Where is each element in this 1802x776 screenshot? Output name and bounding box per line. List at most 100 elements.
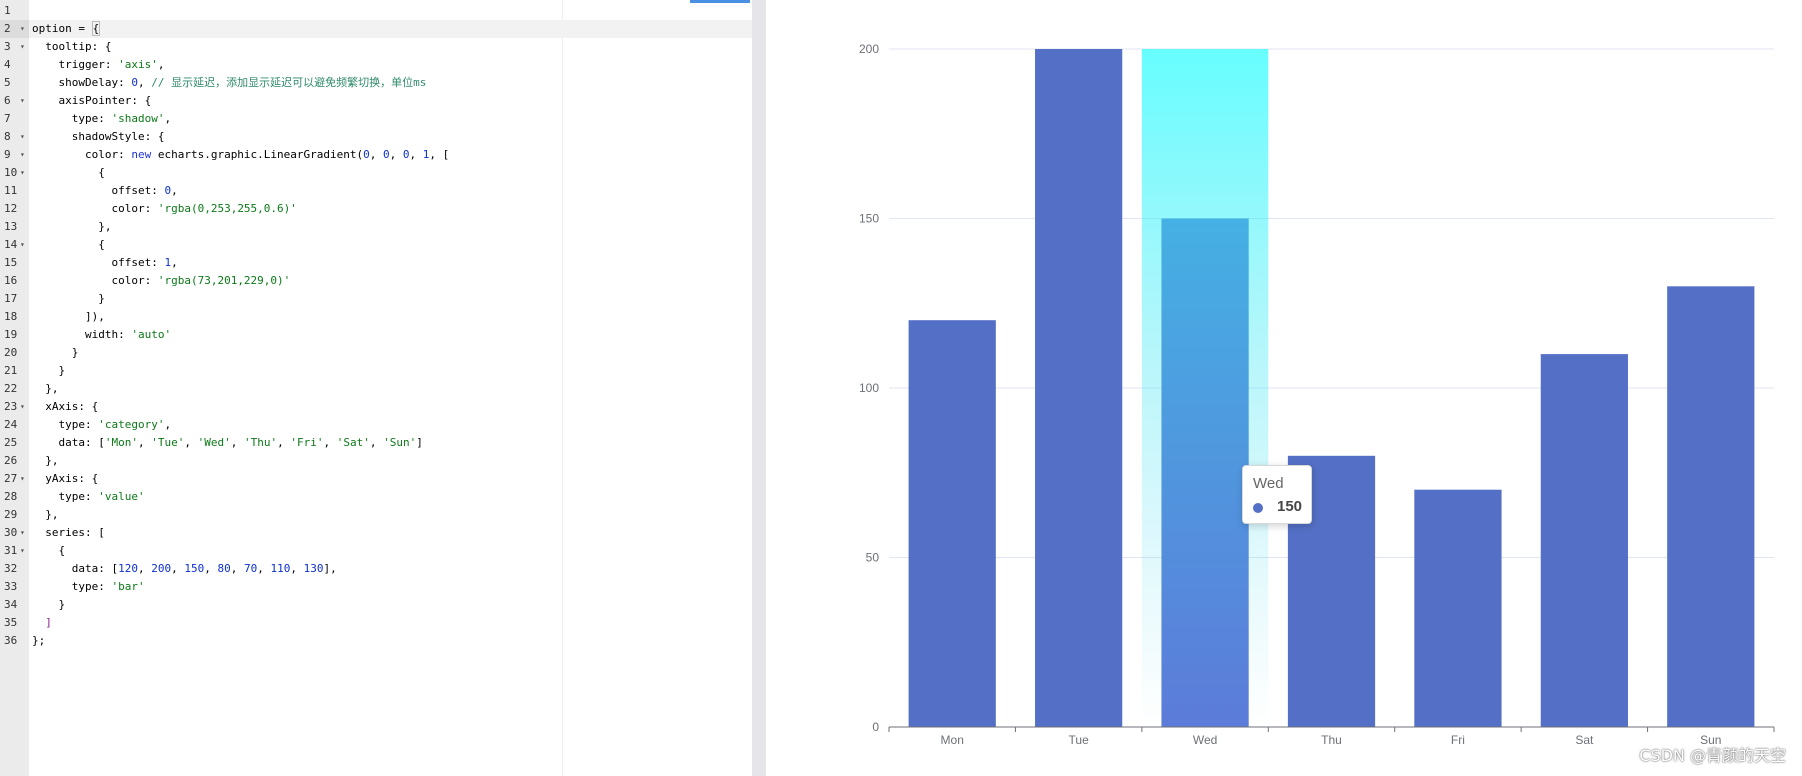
code-line[interactable]: 31 ▾ { [0, 542, 752, 560]
line-number: 33 [4, 580, 18, 593]
y-tick-label: 150 [859, 212, 879, 226]
code-token: }, [32, 220, 112, 233]
code-area[interactable]: 1 2 ▾ option = {3 ▾ tooltip: {4 trigger: 'ax… [0, 2, 752, 650]
code-line[interactable]: 18 ]), [0, 308, 752, 326]
line-number: 6 [4, 94, 11, 107]
line-number: 27 [4, 472, 18, 485]
line-number: 15 [4, 256, 18, 269]
line-number: 26 [4, 454, 18, 467]
code-line[interactable]: 23 ▾ xAxis: { [0, 398, 752, 416]
code-text: type: 'category', [32, 416, 171, 434]
fold-toggle-icon[interactable]: ▾ [20, 168, 25, 177]
code-line[interactable]: 15 offset: 1, [0, 254, 752, 272]
fold-toggle-icon[interactable]: ▾ [20, 546, 25, 555]
bar-sat[interactable] [1540, 354, 1628, 727]
code-line[interactable]: 34 } [0, 596, 752, 614]
code-line[interactable]: 4 trigger: 'axis', [0, 56, 752, 74]
bar-tue[interactable] [1035, 49, 1123, 727]
code-line[interactable]: 32 data: [120, 200, 150, 80, 70, 110, 13… [0, 560, 752, 578]
code-token: , [171, 562, 185, 575]
code-line[interactable]: 12 color: 'rgba(0,253,255,0.6)' [0, 200, 752, 218]
line-number: 16 [4, 274, 18, 287]
code-line[interactable]: 21 } [0, 362, 752, 380]
code-line[interactable]: 14 ▾ { [0, 236, 752, 254]
code-line[interactable]: 30 ▾ series: [ [0, 524, 752, 542]
code-text: ] [32, 614, 52, 632]
line-number: 1 [4, 4, 11, 17]
code-token: { [32, 166, 105, 179]
bar-mon[interactable] [908, 320, 996, 727]
code-line[interactable]: 17 } [0, 290, 752, 308]
code-line[interactable]: 5 showDelay: 0, // 显示延迟，添加显示延迟可以避免频繁切换，单… [0, 74, 752, 92]
code-line[interactable]: 35 ] [0, 614, 752, 632]
code-token: , [277, 436, 291, 449]
code-token: }, [32, 454, 59, 467]
code-editor[interactable]: 1 2 ▾ option = {3 ▾ tooltip: {4 trigger: 'ax… [0, 0, 752, 776]
code-token: 'category' [98, 418, 165, 431]
code-line[interactable]: 28 type: 'value' [0, 488, 752, 506]
code-token: , [171, 256, 178, 269]
code-line[interactable]: 25 data: ['Mon', 'Tue', 'Wed', 'Thu', 'F… [0, 434, 752, 452]
code-text: tooltip: { [32, 38, 111, 56]
code-line[interactable]: 9 ▾ color: new echarts.graphic.LinearGrad… [0, 146, 752, 164]
fold-toggle-icon[interactable]: ▾ [20, 24, 25, 33]
fold-toggle-icon[interactable]: ▾ [20, 528, 25, 537]
chart-preview[interactable]: 0 50 100 150 200 Mon Tue Wed Thu Fri Sat Sun [766, 0, 1802, 776]
code-text: }; [32, 632, 45, 650]
code-token: xAxis: { [32, 400, 99, 413]
code-token: 'axis' [118, 58, 158, 71]
code-line[interactable]: 20 } [0, 344, 752, 362]
code-text: } [32, 290, 105, 308]
code-token: 'rgba(0,253,255,0.6)' [157, 202, 297, 215]
code-token: , [184, 436, 198, 449]
code-token: yAxis: { [32, 472, 99, 485]
code-line[interactable]: 36}; [0, 632, 752, 650]
bar-chart[interactable]: 0 50 100 150 200 Mon Tue Wed Thu Fri Sat Sun [766, 0, 1802, 776]
code-text: showDelay: 0, // 显示延迟，添加显示延迟可以避免频繁切换，单位m… [32, 74, 426, 92]
fold-toggle-icon[interactable]: ▾ [20, 402, 25, 411]
code-token: 'rgba(73,201,229,0)' [157, 274, 291, 287]
code-text: } [32, 596, 65, 614]
code-line[interactable]: 29 }, [0, 506, 752, 524]
code-line[interactable]: 13 }, [0, 218, 752, 236]
code-text: } [32, 344, 79, 362]
fold-toggle-icon[interactable]: ▾ [20, 150, 25, 159]
code-token: 'Wed' [197, 436, 231, 449]
code-line[interactable]: 27 ▾ yAxis: { [0, 470, 752, 488]
code-text: shadowStyle: { [32, 128, 165, 146]
code-token: type: [32, 490, 99, 503]
bar-wed[interactable] [1161, 218, 1249, 728]
fold-toggle-icon[interactable]: ▾ [20, 240, 25, 249]
fold-toggle-icon[interactable]: ▾ [20, 96, 25, 105]
line-number: 17 [4, 292, 18, 305]
fold-toggle-icon[interactable]: ▾ [20, 474, 25, 483]
code-line[interactable]: 2 ▾ option = { [0, 20, 752, 38]
x-tick-label: Fri [1451, 733, 1465, 747]
code-token: , [257, 562, 271, 575]
code-line[interactable]: 3 ▾ tooltip: { [0, 38, 752, 56]
code-line[interactable]: 7 type: 'shadow', [0, 110, 752, 128]
pane-splitter[interactable] [752, 0, 766, 776]
code-line[interactable]: 8 ▾ shadowStyle: { [0, 128, 752, 146]
code-line[interactable]: 22 }, [0, 380, 752, 398]
code-token: ], [323, 562, 337, 575]
code-token: new [131, 148, 152, 161]
code-line[interactable]: 16 color: 'rgba(73,201,229,0)' [0, 272, 752, 290]
code-token: } [32, 292, 105, 305]
code-line[interactable]: 24 type: 'category', [0, 416, 752, 434]
code-line[interactable]: 11 offset: 0, [0, 182, 752, 200]
code-token: 'value' [98, 490, 145, 503]
bar-sun[interactable] [1667, 286, 1755, 727]
code-token: ] [32, 616, 52, 629]
code-line[interactable]: 26 }, [0, 452, 752, 470]
code-token: } [32, 598, 66, 611]
code-line[interactable]: 10 ▾ { [0, 164, 752, 182]
code-line[interactable]: 33 type: 'bar' [0, 578, 752, 596]
bar-fri[interactable] [1414, 489, 1502, 727]
fold-toggle-icon[interactable]: ▾ [20, 132, 25, 141]
code-text: width: 'auto' [32, 326, 171, 344]
code-line[interactable]: 19 width: 'auto' [0, 326, 752, 344]
fold-toggle-icon[interactable]: ▾ [20, 42, 25, 51]
code-line[interactable]: 6 ▾ axisPointer: { [0, 92, 752, 110]
code-line[interactable]: 1 [0, 2, 752, 20]
